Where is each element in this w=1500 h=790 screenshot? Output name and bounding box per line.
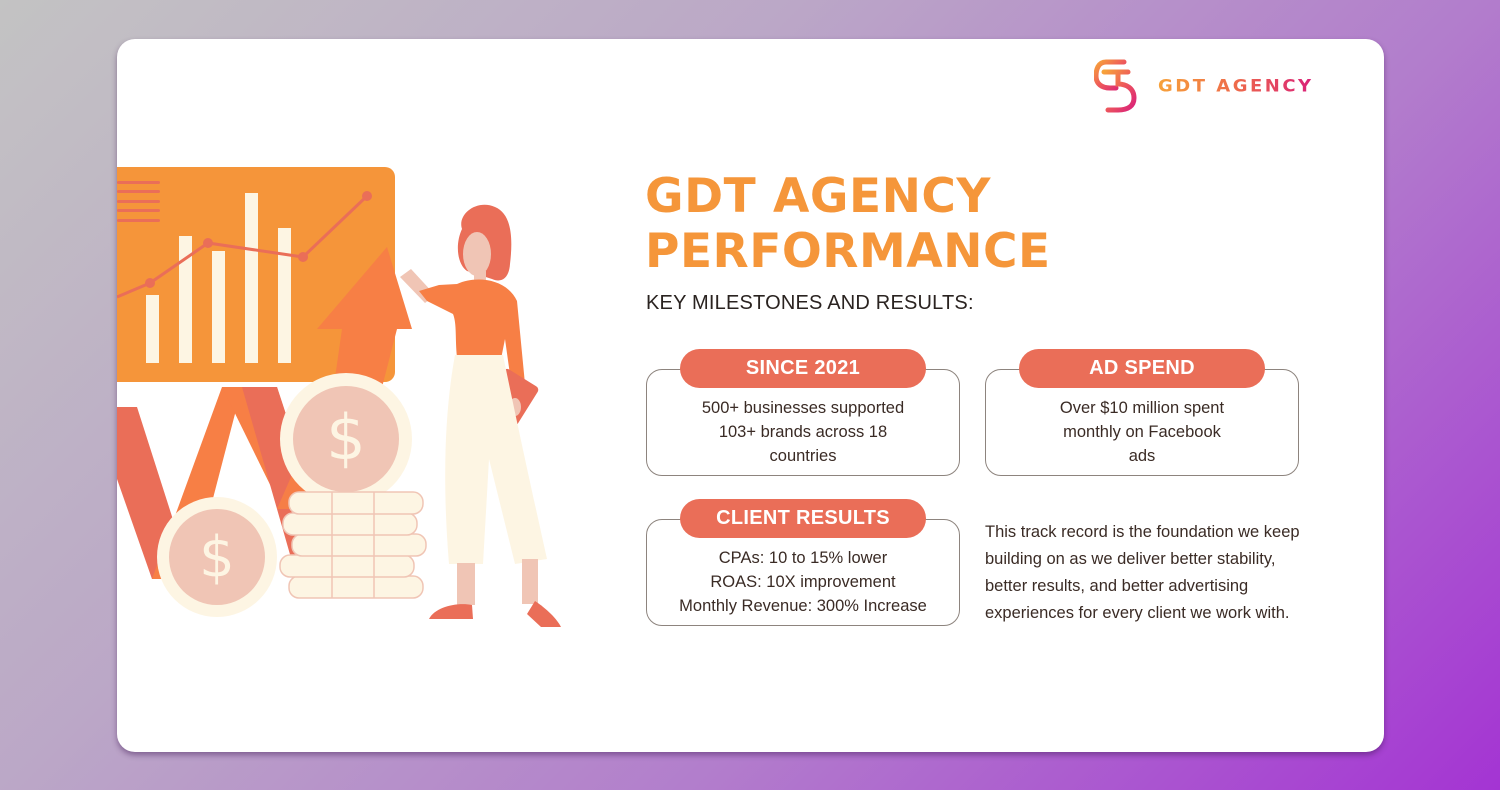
slide-card: $ $: [117, 39, 1384, 752]
gdt-monogram-logo-icon: [1094, 59, 1137, 113]
card-line: monthly on Facebook: [1063, 423, 1221, 441]
card-line: ROAS: 10X improvement: [710, 573, 896, 591]
since-2021-badge: SINCE 2021: [680, 349, 926, 388]
coin-stack-icon: [279, 491, 427, 599]
svg-text:$: $: [199, 525, 235, 590]
card-line: 103+ brands across 18: [718, 423, 888, 441]
track-record-paragraph: This track record is the foundation we k…: [985, 519, 1345, 627]
card-line: 500+ businesses supported: [701, 399, 905, 417]
growth-illustration: $ $: [117, 167, 561, 627]
paragraph-line: better results, and better advertising: [985, 577, 1249, 595]
title-line-2: PERFORMANCE: [645, 224, 1051, 279]
section-subtitle: KEY MILESTONES AND RESULTS:: [646, 292, 974, 314]
ad-spend-badge: AD SPEND: [1019, 349, 1265, 388]
card-line: Over $10 million spent: [1059, 399, 1225, 417]
client-results-badge: CLIENT RESULTS: [680, 499, 926, 538]
paragraph-line: experiences for every client we work wit…: [985, 604, 1290, 622]
paragraph-line: building on as we deliver better stabili…: [985, 550, 1276, 568]
card-line: CPAs: 10 to 15% lower: [718, 549, 888, 567]
paragraph-line: This track record is the foundation we k…: [985, 523, 1300, 541]
brand-name: GDT AGENCY: [1158, 76, 1314, 96]
up-arrow-icon: [317, 247, 412, 399]
dollar-coin-small-icon: $: [157, 497, 277, 617]
title-line-1: GDT AGENCY: [645, 169, 991, 224]
svg-text:$: $: [326, 401, 365, 474]
card-line: countries: [769, 447, 837, 465]
card-line: ads: [1128, 447, 1156, 465]
dollar-coin-icon: $: [280, 373, 412, 505]
brand-logo[interactable]: GDT AGENCY: [1094, 58, 1314, 114]
card-line: Monthly Revenue: 300% Increase: [679, 597, 927, 615]
woman-figure-icon: [400, 204, 561, 627]
page-title: GDT AGENCY PERFORMANCE: [645, 169, 1051, 279]
